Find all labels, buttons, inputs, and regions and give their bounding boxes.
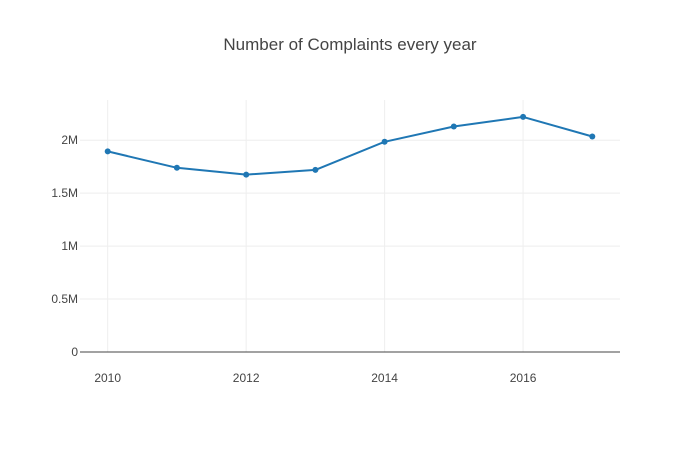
- y-tick-label: 1M: [61, 239, 78, 253]
- x-tick-label: 2010: [94, 371, 121, 385]
- data-point-2012[interactable]: [243, 171, 250, 178]
- series-line: [107, 115, 593, 176]
- data-point-2011[interactable]: [173, 164, 180, 171]
- x-tick-label: 2012: [233, 371, 260, 385]
- data-point-2015[interactable]: [450, 123, 457, 130]
- y-tick-label: 2M: [61, 133, 78, 147]
- data-point-2013[interactable]: [312, 166, 319, 173]
- data-point-2017[interactable]: [589, 133, 596, 140]
- y-tick-label: 0: [71, 345, 78, 359]
- series-layer: [104, 113, 596, 178]
- x-tick-label: 2016: [510, 371, 537, 385]
- y-tick-label: 0.5M: [51, 292, 78, 306]
- y-tick-label: 1.5M: [51, 186, 78, 200]
- data-point-2016[interactable]: [520, 113, 527, 120]
- data-point-2014[interactable]: [381, 138, 388, 145]
- x-tick-label: 2014: [371, 371, 398, 385]
- tick-label-layer: 0 0.5M 1M 1.5M 2M 2010 2012 2014 2016: [51, 133, 536, 385]
- data-point-2010[interactable]: [104, 148, 111, 155]
- grid-layer: [80, 100, 620, 352]
- chart-title: Number of Complaints every year: [223, 35, 477, 54]
